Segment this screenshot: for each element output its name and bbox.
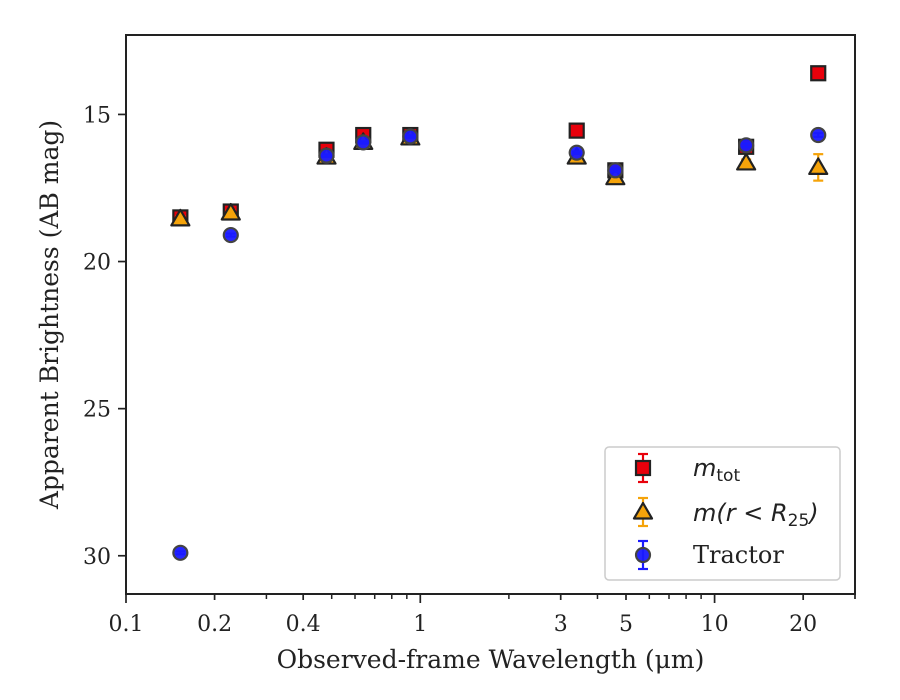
x-axis-label: Observed-frame Wavelength (μm) <box>277 645 705 674</box>
tractor-point <box>810 126 827 144</box>
tractor-point <box>738 137 755 154</box>
series-tractor <box>172 126 827 561</box>
data-marks <box>170 65 829 561</box>
m_r25-point <box>808 157 829 175</box>
y-axis-label: Apparent Brightness (AB mag) <box>35 120 64 510</box>
x-axis: 0.1 0.2 0.4 1 3 5 10 20 <box>109 594 856 637</box>
tractor-point <box>355 134 372 151</box>
y-tick-label: 15 <box>83 103 111 128</box>
legend-box <box>604 446 841 581</box>
tractor-point <box>568 144 585 161</box>
legend-m-tot-sub: tot <box>716 466 740 486</box>
tractor-point <box>402 128 419 145</box>
legend-m-r25-suffix: ) <box>807 499 818 527</box>
m_tot-point <box>810 65 827 82</box>
x-tick-label: 0.2 <box>197 612 232 637</box>
legend-markers <box>632 452 654 571</box>
x-tick-label: 20 <box>789 612 817 637</box>
y-axis: 15 20 25 30 <box>83 103 126 570</box>
m_r25-point <box>170 208 191 227</box>
x-tick-label: 0.4 <box>286 612 321 637</box>
y-tick-label: 20 <box>83 251 111 276</box>
x-tick-label: 10 <box>701 612 729 637</box>
legend-m-tot-prefix: m <box>693 454 716 482</box>
tractor-point <box>222 226 239 244</box>
tractor-point <box>607 162 624 179</box>
y-tick-label: 30 <box>83 545 111 570</box>
legend-label-m-r25: m(r < R25) <box>693 499 819 531</box>
legend: mtot m(r < R25) Tractor <box>604 446 841 581</box>
x-tick-label: 3 <box>554 612 568 637</box>
legend-m-r25-prefix: m(r < R <box>693 499 788 527</box>
legend-marker-m_tot <box>634 459 652 477</box>
x-tick-label: 1 <box>413 612 427 637</box>
y-tick-label: 25 <box>83 398 111 423</box>
x-tick-label: 0.1 <box>109 612 144 637</box>
m_tot-point <box>568 122 585 139</box>
legend-label-m-tot: mtot <box>693 454 740 486</box>
x-tick-label: 5 <box>619 612 633 637</box>
legend-label-tractor: Tractor <box>693 541 784 569</box>
legend-marker-m_r25 <box>632 501 654 520</box>
tractor-point <box>318 147 335 164</box>
m_r25-point <box>736 152 757 171</box>
tractor-point <box>172 544 189 561</box>
legend-marker-tractor <box>634 546 652 564</box>
legend-m-r25-sub: 25 <box>788 511 810 531</box>
m_r25-point <box>220 202 241 221</box>
